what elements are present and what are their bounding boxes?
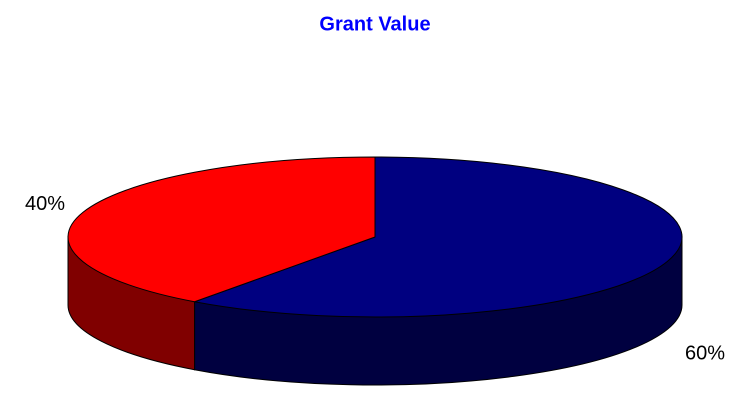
slice	[192, 156, 683, 318]
data-label: 40%	[25, 193, 65, 215]
data-label: 60%	[685, 343, 725, 365]
chart-title: Grant Value	[319, 13, 430, 35]
slice	[67, 156, 376, 303]
